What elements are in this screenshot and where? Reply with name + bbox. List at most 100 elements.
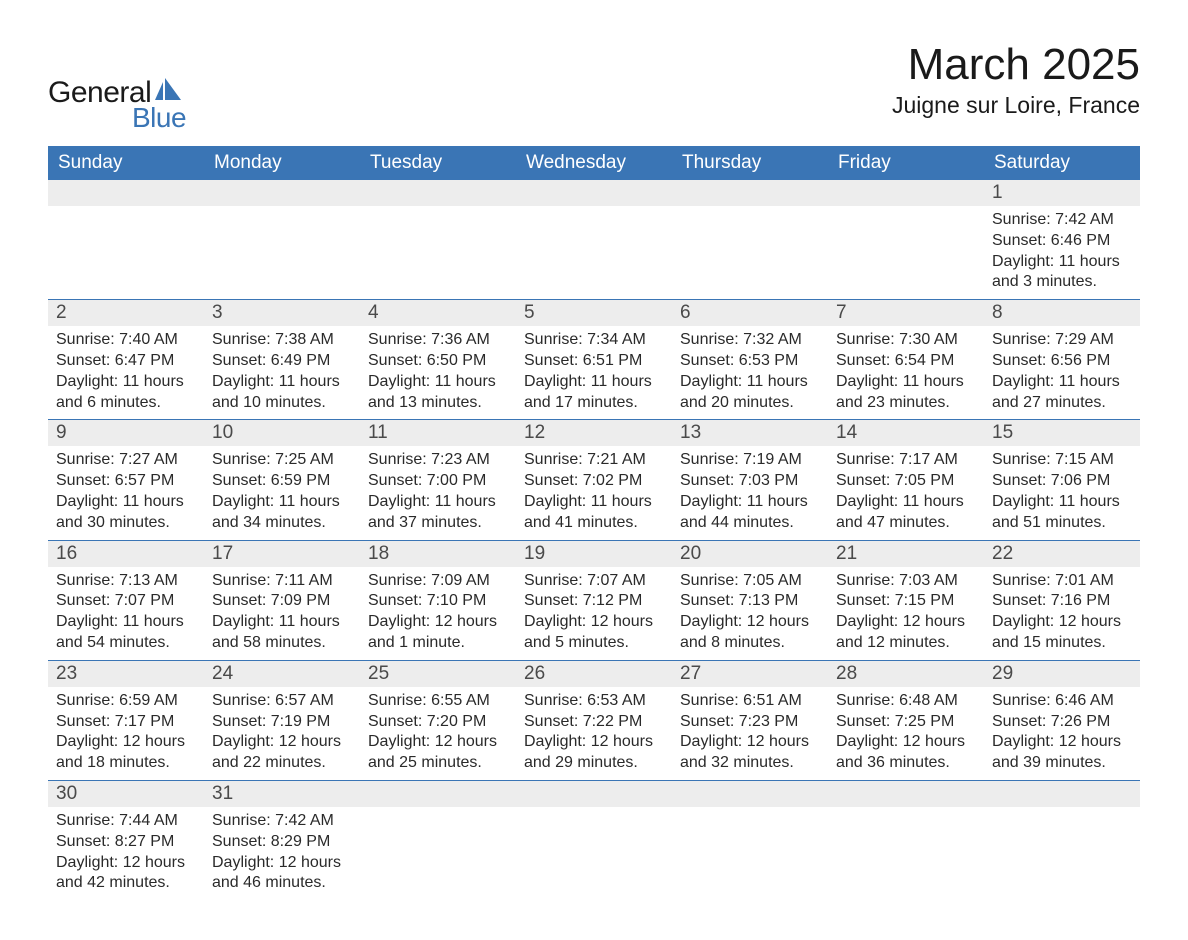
day-number: 4 xyxy=(360,300,516,326)
week-row: 30Sunrise: 7:44 AMSunset: 8:27 PMDayligh… xyxy=(48,780,1140,900)
day-cell: 19Sunrise: 7:07 AMSunset: 7:12 PMDayligh… xyxy=(516,540,672,660)
day-cell: 20Sunrise: 7:05 AMSunset: 7:13 PMDayligh… xyxy=(672,540,828,660)
day-body: Sunrise: 6:57 AMSunset: 7:19 PMDaylight:… xyxy=(204,687,360,780)
weekday-header: Monday xyxy=(204,146,360,180)
sunset-text: Sunset: 6:46 PM xyxy=(992,231,1132,252)
day-body: Sunrise: 7:11 AMSunset: 7:09 PMDaylight:… xyxy=(204,567,360,660)
sunrise-text: Sunrise: 7:15 AM xyxy=(992,450,1132,471)
daylight-text: Daylight: 11 hours and 44 minutes. xyxy=(680,492,820,534)
empty-cell xyxy=(204,180,360,300)
sunrise-text: Sunrise: 7:17 AM xyxy=(836,450,976,471)
week-row: 23Sunrise: 6:59 AMSunset: 7:17 PMDayligh… xyxy=(48,660,1140,780)
empty-cell xyxy=(516,780,672,900)
day-body xyxy=(204,206,360,216)
day-body: Sunrise: 6:51 AMSunset: 7:23 PMDaylight:… xyxy=(672,687,828,780)
day-body: Sunrise: 6:59 AMSunset: 7:17 PMDaylight:… xyxy=(48,687,204,780)
sunset-text: Sunset: 8:29 PM xyxy=(212,832,352,853)
day-body: Sunrise: 6:48 AMSunset: 7:25 PMDaylight:… xyxy=(828,687,984,780)
day-number xyxy=(828,180,984,206)
sunrise-text: Sunrise: 6:55 AM xyxy=(368,691,508,712)
day-body: Sunrise: 7:19 AMSunset: 7:03 PMDaylight:… xyxy=(672,446,828,539)
day-number xyxy=(516,781,672,807)
brand-logo: General Blue xyxy=(48,40,186,134)
sunrise-text: Sunrise: 7:34 AM xyxy=(524,330,664,351)
sunset-text: Sunset: 6:59 PM xyxy=(212,471,352,492)
weekday-header: Friday xyxy=(828,146,984,180)
daylight-text: Daylight: 12 hours and 1 minute. xyxy=(368,612,508,654)
daylight-text: Daylight: 11 hours and 41 minutes. xyxy=(524,492,664,534)
daylight-text: Daylight: 11 hours and 30 minutes. xyxy=(56,492,196,534)
title-block: March 2025 Juigne sur Loire, France xyxy=(892,40,1140,119)
sunset-text: Sunset: 7:03 PM xyxy=(680,471,820,492)
empty-cell xyxy=(672,780,828,900)
daylight-text: Daylight: 11 hours and 20 minutes. xyxy=(680,372,820,414)
day-body: Sunrise: 7:44 AMSunset: 8:27 PMDaylight:… xyxy=(48,807,204,900)
empty-cell xyxy=(48,180,204,300)
daylight-text: Daylight: 12 hours and 12 minutes. xyxy=(836,612,976,654)
daylight-text: Daylight: 11 hours and 3 minutes. xyxy=(992,252,1132,294)
empty-cell xyxy=(672,180,828,300)
day-cell: 23Sunrise: 6:59 AMSunset: 7:17 PMDayligh… xyxy=(48,660,204,780)
sunrise-text: Sunrise: 7:19 AM xyxy=(680,450,820,471)
sunrise-text: Sunrise: 6:48 AM xyxy=(836,691,976,712)
day-number: 15 xyxy=(984,420,1140,446)
day-number: 24 xyxy=(204,661,360,687)
day-body: Sunrise: 7:17 AMSunset: 7:05 PMDaylight:… xyxy=(828,446,984,539)
day-cell: 15Sunrise: 7:15 AMSunset: 7:06 PMDayligh… xyxy=(984,420,1140,540)
sunset-text: Sunset: 6:57 PM xyxy=(56,471,196,492)
sunrise-text: Sunrise: 7:13 AM xyxy=(56,571,196,592)
sunrise-text: Sunrise: 6:53 AM xyxy=(524,691,664,712)
day-cell: 5Sunrise: 7:34 AMSunset: 6:51 PMDaylight… xyxy=(516,300,672,420)
day-body: Sunrise: 7:01 AMSunset: 7:16 PMDaylight:… xyxy=(984,567,1140,660)
day-number: 9 xyxy=(48,420,204,446)
sunrise-text: Sunrise: 7:42 AM xyxy=(992,210,1132,231)
day-number: 8 xyxy=(984,300,1140,326)
sunset-text: Sunset: 7:17 PM xyxy=(56,712,196,733)
day-cell: 1Sunrise: 7:42 AMSunset: 6:46 PMDaylight… xyxy=(984,180,1140,300)
daylight-text: Daylight: 11 hours and 17 minutes. xyxy=(524,372,664,414)
day-cell: 17Sunrise: 7:11 AMSunset: 7:09 PMDayligh… xyxy=(204,540,360,660)
daylight-text: Daylight: 12 hours and 29 minutes. xyxy=(524,732,664,774)
sunset-text: Sunset: 7:12 PM xyxy=(524,591,664,612)
day-body xyxy=(516,807,672,817)
weekday-header: Wednesday xyxy=(516,146,672,180)
day-body: Sunrise: 7:34 AMSunset: 6:51 PMDaylight:… xyxy=(516,326,672,419)
sunrise-text: Sunrise: 6:46 AM xyxy=(992,691,1132,712)
daylight-text: Daylight: 11 hours and 23 minutes. xyxy=(836,372,976,414)
daylight-text: Daylight: 12 hours and 22 minutes. xyxy=(212,732,352,774)
day-cell: 2Sunrise: 7:40 AMSunset: 6:47 PMDaylight… xyxy=(48,300,204,420)
day-cell: 14Sunrise: 7:17 AMSunset: 7:05 PMDayligh… xyxy=(828,420,984,540)
day-cell: 12Sunrise: 7:21 AMSunset: 7:02 PMDayligh… xyxy=(516,420,672,540)
sunrise-text: Sunrise: 7:03 AM xyxy=(836,571,976,592)
daylight-text: Daylight: 11 hours and 34 minutes. xyxy=(212,492,352,534)
day-body: Sunrise: 6:53 AMSunset: 7:22 PMDaylight:… xyxy=(516,687,672,780)
day-cell: 13Sunrise: 7:19 AMSunset: 7:03 PMDayligh… xyxy=(672,420,828,540)
daylight-text: Daylight: 11 hours and 54 minutes. xyxy=(56,612,196,654)
weekday-header: Tuesday xyxy=(360,146,516,180)
sunrise-text: Sunrise: 7:07 AM xyxy=(524,571,664,592)
weekday-header-row: SundayMondayTuesdayWednesdayThursdayFrid… xyxy=(48,146,1140,180)
day-cell: 6Sunrise: 7:32 AMSunset: 6:53 PMDaylight… xyxy=(672,300,828,420)
day-number: 11 xyxy=(360,420,516,446)
day-body: Sunrise: 7:15 AMSunset: 7:06 PMDaylight:… xyxy=(984,446,1140,539)
empty-cell xyxy=(360,180,516,300)
day-number: 17 xyxy=(204,541,360,567)
day-number: 12 xyxy=(516,420,672,446)
sunrise-text: Sunrise: 7:40 AM xyxy=(56,330,196,351)
daylight-text: Daylight: 12 hours and 18 minutes. xyxy=(56,732,196,774)
empty-cell xyxy=(516,180,672,300)
day-number: 13 xyxy=(672,420,828,446)
sunset-text: Sunset: 7:06 PM xyxy=(992,471,1132,492)
day-cell: 26Sunrise: 6:53 AMSunset: 7:22 PMDayligh… xyxy=(516,660,672,780)
day-number: 18 xyxy=(360,541,516,567)
sunset-text: Sunset: 7:13 PM xyxy=(680,591,820,612)
day-cell: 9Sunrise: 7:27 AMSunset: 6:57 PMDaylight… xyxy=(48,420,204,540)
day-body xyxy=(828,206,984,216)
sunrise-text: Sunrise: 6:59 AM xyxy=(56,691,196,712)
sunrise-text: Sunrise: 6:57 AM xyxy=(212,691,352,712)
daylight-text: Daylight: 12 hours and 39 minutes. xyxy=(992,732,1132,774)
calendar-table: SundayMondayTuesdayWednesdayThursdayFrid… xyxy=(48,146,1140,900)
day-number xyxy=(672,781,828,807)
week-row: 2Sunrise: 7:40 AMSunset: 6:47 PMDaylight… xyxy=(48,300,1140,420)
sunrise-text: Sunrise: 7:29 AM xyxy=(992,330,1132,351)
